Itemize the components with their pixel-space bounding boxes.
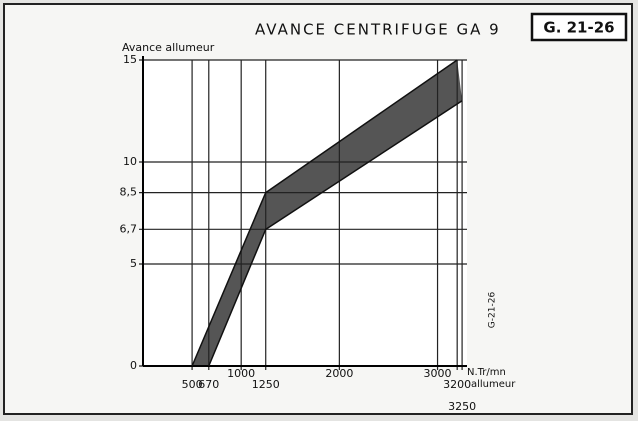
- chart-title: AVANCE CENTRIFUGE GA 9: [255, 21, 501, 39]
- x-tick-label: 2000: [325, 367, 353, 380]
- y-axis-label: Avance allumeur: [122, 41, 215, 54]
- x-tick-label: 1250: [252, 378, 280, 391]
- y-tick-label: 6,7: [120, 222, 138, 235]
- y-tick-label: 8,5: [120, 186, 138, 199]
- y-tick-label: 15: [123, 53, 137, 66]
- y-tick-label: 0: [130, 359, 137, 372]
- x-axis-label: allumeur: [471, 379, 516, 390]
- x-tick-label: 3000: [424, 367, 452, 380]
- side-label: G-21-26: [488, 292, 498, 329]
- x-tick-label: 3250: [448, 400, 476, 413]
- band-edge: [191, 59, 458, 367]
- y-tick-label: 5: [130, 257, 137, 270]
- reference: G. 21-26: [543, 19, 614, 37]
- x-tick-label: 670: [198, 378, 219, 391]
- x-axis-label: N.Tr/mn: [467, 367, 506, 378]
- x-tick-label: 500: [182, 378, 203, 391]
- reference-box: [530, 12, 628, 42]
- band-edge: [208, 100, 463, 367]
- y-tick-label: 10: [123, 155, 137, 168]
- x-tick-label: 1000: [227, 367, 255, 380]
- band-fill: [192, 60, 463, 366]
- x-tick-label: 3200: [443, 378, 471, 391]
